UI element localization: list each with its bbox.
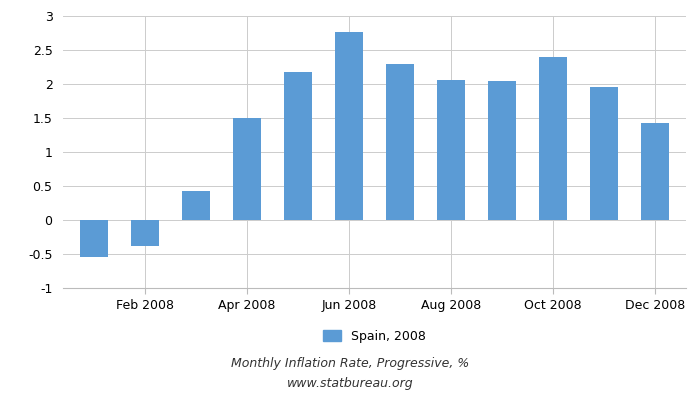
Bar [590, 87, 618, 220]
Bar [182, 192, 210, 220]
Bar [335, 32, 363, 220]
Bar [488, 80, 516, 220]
Bar [437, 80, 465, 220]
Bar [80, 220, 108, 258]
Text: Monthly Inflation Rate, Progressive, %: Monthly Inflation Rate, Progressive, % [231, 358, 469, 370]
Bar [539, 58, 567, 220]
Bar [131, 220, 159, 246]
Bar [386, 64, 414, 220]
Bar [284, 72, 312, 220]
Legend: Spain, 2008: Spain, 2008 [323, 330, 426, 343]
Text: www.statbureau.org: www.statbureau.org [287, 378, 413, 390]
Bar [233, 118, 261, 220]
Bar [641, 124, 669, 220]
